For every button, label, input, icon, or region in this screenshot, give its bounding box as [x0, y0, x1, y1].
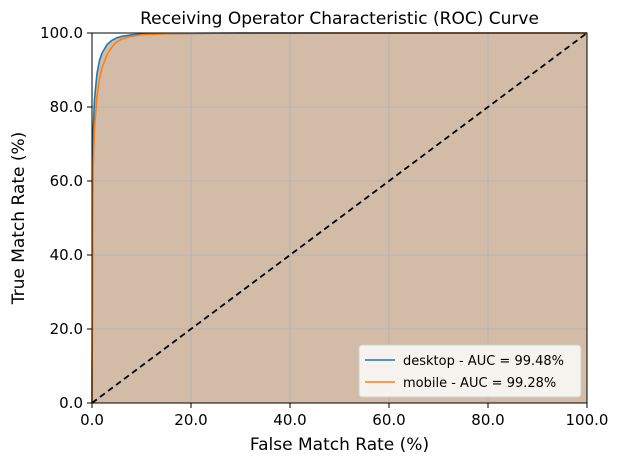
x-axis-ticks: 0.0 20.0 40.0 60.0 80.0 100.0	[80, 403, 608, 429]
chance-diagonal-line	[91, 32, 588, 404]
x-tick-label: 60.0	[372, 411, 405, 429]
legend-label-desktop: desktop - AUC = 99.48%	[403, 354, 564, 369]
y-tick-label: 20.0	[50, 320, 83, 338]
x-tick-label: 100.0	[566, 411, 609, 429]
plot-frame	[91, 32, 588, 404]
chart-title: Receiving Operator Characteristic (ROC) …	[140, 9, 539, 29]
x-tick-label: 40.0	[273, 411, 306, 429]
y-tick-label: 60.0	[50, 172, 83, 190]
legend-box	[358, 344, 582, 398]
y-tick-label: 40.0	[50, 246, 83, 264]
x-tick-label: 80.0	[471, 411, 504, 429]
legend-label-mobile: mobile - AUC = 99.28%	[403, 376, 556, 391]
legend: desktop - AUC = 99.48% mobile - AUC = 99…	[358, 344, 582, 398]
y-axis-ticks: 0.0 20.0 40.0 60.0 80.0 100.0	[40, 24, 92, 412]
x-tick-label: 20.0	[174, 411, 207, 429]
y-axis-label: True Match Rate (%)	[9, 132, 29, 306]
y-tick-label: 0.0	[59, 394, 83, 412]
y-tick-label: 80.0	[50, 98, 83, 116]
x-axis-label: False Match Rate (%)	[250, 435, 429, 455]
x-tick-label: 0.0	[80, 411, 104, 429]
y-tick-label: 100.0	[40, 24, 83, 42]
